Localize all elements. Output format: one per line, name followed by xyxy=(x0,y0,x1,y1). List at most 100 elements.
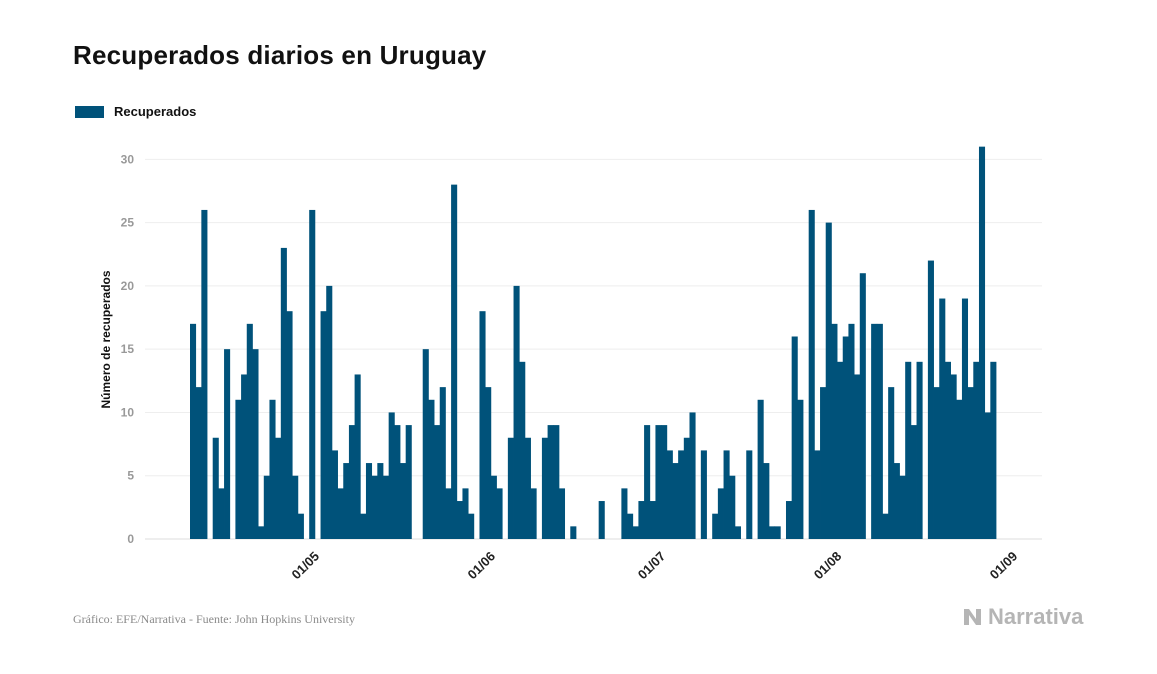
bar xyxy=(763,463,770,539)
bar xyxy=(661,425,668,539)
bar xyxy=(961,298,969,539)
bar xyxy=(519,361,526,539)
bar xyxy=(524,437,531,539)
bar xyxy=(967,387,974,539)
source-note: Gráfico: EFE/Narrativa - Fuente: John Ho… xyxy=(73,612,355,626)
x-tick-label: 01/05 xyxy=(289,549,323,583)
bar xyxy=(723,450,730,539)
bar xyxy=(224,349,231,539)
bar xyxy=(462,488,469,539)
bar xyxy=(859,273,866,539)
bar xyxy=(377,463,384,539)
bar xyxy=(734,526,741,539)
bar xyxy=(627,513,634,539)
bar xyxy=(757,399,764,539)
bar xyxy=(348,425,356,539)
bar xyxy=(331,450,338,539)
brand-label: Narrativa xyxy=(988,604,1084,629)
bar xyxy=(371,475,378,539)
bar xyxy=(666,450,673,539)
bar xyxy=(343,463,350,539)
x-tick-label: 01/06 xyxy=(464,549,498,583)
bar xyxy=(820,387,827,539)
x-tick-label: 01/09 xyxy=(987,549,1021,583)
bar xyxy=(831,323,838,539)
bar xyxy=(434,425,441,539)
bar xyxy=(275,437,282,539)
bar xyxy=(326,285,333,539)
bar xyxy=(496,488,503,539)
x-tick-label: 01/08 xyxy=(811,549,845,583)
bar xyxy=(842,336,849,539)
legend-label: Recuperados xyxy=(114,104,197,119)
bar xyxy=(899,475,906,539)
bar xyxy=(746,450,753,539)
bar xyxy=(638,501,645,539)
bar xyxy=(888,387,895,539)
bar xyxy=(201,209,208,539)
bar xyxy=(927,260,934,539)
bar xyxy=(246,323,253,539)
bar xyxy=(712,513,719,539)
bar xyxy=(400,463,407,539)
bar xyxy=(632,526,639,539)
bar xyxy=(428,399,435,539)
bar xyxy=(269,399,276,539)
bar xyxy=(570,526,577,539)
bar xyxy=(978,146,986,539)
bar xyxy=(984,412,991,539)
bar xyxy=(973,361,980,539)
bar xyxy=(950,374,957,539)
y-tick-label: 0 xyxy=(127,532,134,546)
bar xyxy=(445,488,452,539)
bar xyxy=(672,463,679,539)
bar xyxy=(678,450,685,539)
bar xyxy=(814,450,821,539)
bar xyxy=(825,222,832,539)
chart-legend: Recuperados xyxy=(75,104,196,119)
y-tick-label: 25 xyxy=(121,216,135,230)
bar xyxy=(598,501,605,539)
x-tick-label: 01/07 xyxy=(635,549,669,583)
bar xyxy=(405,425,412,539)
y-tick-label: 5 xyxy=(127,469,134,483)
bar xyxy=(280,247,287,539)
bar xyxy=(785,501,793,539)
narrativa-logo-icon xyxy=(964,609,981,625)
bar xyxy=(791,336,798,539)
bar xyxy=(717,488,724,539)
bar xyxy=(558,488,566,539)
bar xyxy=(468,513,475,539)
bar xyxy=(292,475,299,539)
bar xyxy=(649,501,656,539)
bar xyxy=(916,361,923,539)
bar xyxy=(644,425,651,539)
bar xyxy=(683,437,690,539)
bar xyxy=(700,450,707,539)
bar xyxy=(439,387,446,539)
bar xyxy=(910,425,917,539)
bar xyxy=(882,513,889,539)
bar xyxy=(451,184,458,539)
y-tick-label: 30 xyxy=(121,152,135,166)
bar xyxy=(337,488,344,539)
bar xyxy=(933,387,940,539)
bar xyxy=(485,387,492,539)
brand-logo: Narrativa xyxy=(962,604,1083,630)
bar xyxy=(729,475,736,539)
bar xyxy=(944,361,951,539)
bar xyxy=(365,463,373,539)
bar xyxy=(195,387,202,539)
chart-title: Recuperados diarios en Uruguay xyxy=(73,40,487,70)
bar xyxy=(797,399,804,539)
bar xyxy=(394,425,401,539)
bar xyxy=(388,412,395,539)
bar xyxy=(768,526,776,539)
bar xyxy=(320,311,327,539)
bar xyxy=(774,526,781,539)
bar xyxy=(956,399,963,539)
y-tick-label: 20 xyxy=(121,279,135,293)
bar xyxy=(456,501,463,539)
bar xyxy=(490,475,497,539)
bar xyxy=(621,488,628,539)
